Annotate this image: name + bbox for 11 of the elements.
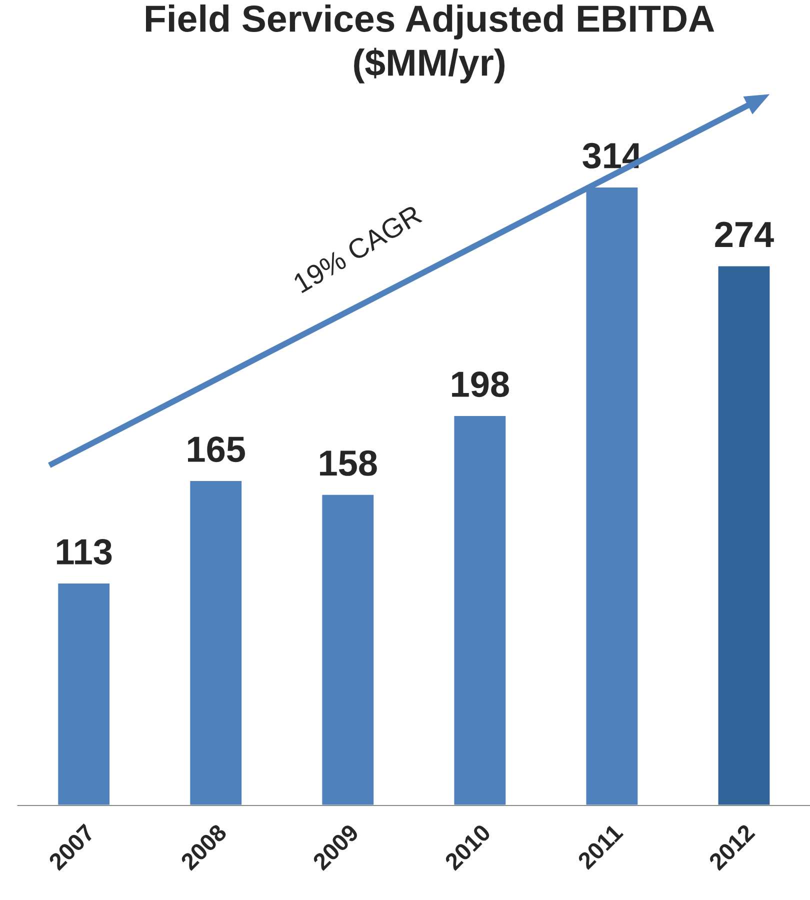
data-label: 113 — [56, 539, 112, 565]
data-label: 158 — [320, 450, 377, 476]
bar — [56, 582, 111, 806]
data-label: 165 — [188, 436, 245, 462]
data-label: 198 — [452, 372, 509, 398]
bar — [452, 414, 508, 806]
bar — [188, 480, 243, 806]
bar — [716, 264, 772, 806]
data-label: 274 — [715, 222, 774, 247]
bar — [320, 493, 375, 806]
chart-title: Field Services Adjusted EBITDA ($MM/yr) — [146, 4, 714, 84]
